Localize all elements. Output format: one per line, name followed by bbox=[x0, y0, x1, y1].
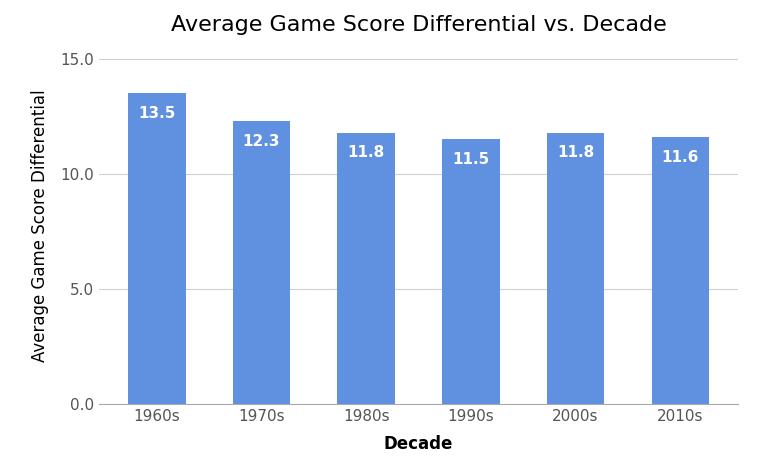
Text: 11.8: 11.8 bbox=[348, 145, 385, 160]
Text: 12.3: 12.3 bbox=[243, 133, 280, 149]
Bar bbox=[547, 133, 604, 404]
Text: 11.6: 11.6 bbox=[661, 150, 699, 165]
Text: 13.5: 13.5 bbox=[138, 106, 176, 121]
Bar bbox=[442, 140, 500, 404]
Bar bbox=[337, 133, 395, 404]
X-axis label: Decade: Decade bbox=[384, 435, 454, 453]
Text: 11.5: 11.5 bbox=[452, 152, 489, 167]
Y-axis label: Average Game Score Differential: Average Game Score Differential bbox=[31, 89, 49, 362]
Bar bbox=[651, 137, 709, 404]
Bar bbox=[233, 121, 290, 404]
Text: 11.8: 11.8 bbox=[557, 145, 594, 160]
Title: Average Game Score Differential vs. Decade: Average Game Score Differential vs. Deca… bbox=[170, 15, 667, 35]
Bar bbox=[128, 94, 186, 404]
